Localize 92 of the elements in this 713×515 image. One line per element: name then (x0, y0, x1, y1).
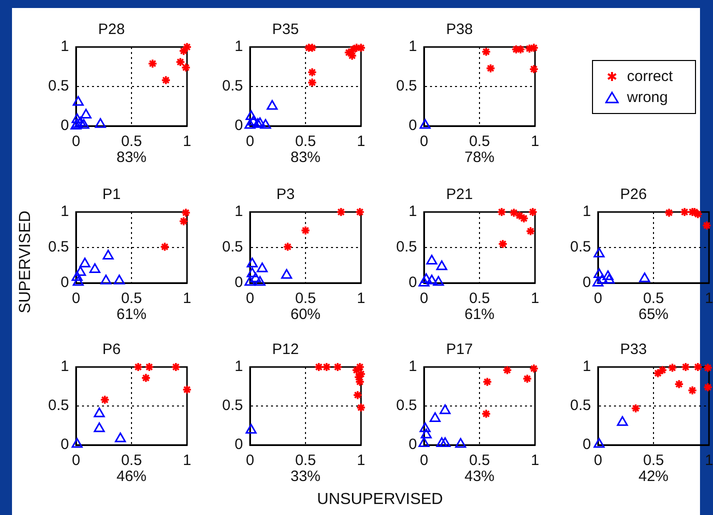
chart-title: P28 (98, 21, 125, 38)
y-axis-title: SUPERVISED (17, 210, 35, 314)
x-tick-label: 0 (246, 133, 254, 150)
y-tick-label: 1 (408, 203, 417, 220)
x-tick-label: 1 (182, 290, 192, 308)
text: 33% (290, 468, 321, 486)
y-tick-label: 0 (60, 274, 69, 292)
x-tick-label: 0 (72, 290, 80, 308)
text: 61% (116, 306, 147, 324)
y-tick-label: 1 (60, 38, 69, 56)
text: 65% (638, 306, 669, 324)
chart-title: P33 (620, 341, 647, 358)
x-tick-label: 0.5 (295, 133, 316, 150)
x-tick-label: 0 (246, 290, 254, 308)
legend-label: correct (627, 67, 673, 87)
chart-title: P6 (102, 341, 121, 358)
y-tick-label: 1 (582, 203, 591, 220)
y-tick-label: 0.5 (396, 238, 417, 256)
x-tick-label: 0 (420, 133, 428, 150)
y-tick-label: 0.5 (222, 397, 243, 414)
y-tick-label: 1 (234, 358, 243, 376)
chart-title: P1 (102, 186, 121, 204)
x-tick-label: 0.5 (295, 452, 316, 470)
y-tick-label: 0 (408, 274, 417, 292)
x-tick-label: 1 (530, 290, 540, 308)
y-tick-label: 1 (234, 203, 243, 220)
x-tick-label: 0 (594, 452, 602, 470)
x-tick-label: 0.5 (121, 133, 142, 150)
x-tick-label: 1 (356, 133, 366, 150)
x-tick-label: 0 (72, 133, 80, 150)
y-tick-label: 0.5 (570, 238, 591, 256)
y-tick-label: 1 (408, 38, 417, 56)
x-tick-label: 0.5 (643, 290, 664, 308)
y-tick-label: 1 (234, 38, 243, 56)
x-tick-label: 0.5 (469, 290, 490, 308)
y-tick-label: 1 (408, 358, 417, 376)
x-tick-label: 0 (420, 452, 428, 470)
y-tick-label: 0.5 (570, 397, 591, 414)
y-tick-label: 0 (234, 117, 243, 134)
y-tick-label: 0 (234, 274, 243, 292)
text: 60% (290, 306, 321, 324)
x-tick-label: 1 (356, 290, 366, 308)
x-tick-label: 1 (530, 452, 540, 470)
x-tick-label: 0.5 (643, 452, 664, 470)
x-tick-label: 1 (704, 452, 713, 470)
x-tick-label: 0.5 (469, 133, 490, 150)
x-tick-label: 0 (72, 452, 80, 470)
x-axis-title: UNSUPERVISED (317, 491, 443, 509)
x-tick-label: 1 (530, 133, 540, 150)
y-tick-label: 0.5 (48, 238, 69, 256)
y-tick-label: 0 (408, 117, 417, 134)
y-tick-label: 0.5 (396, 397, 417, 414)
x-tick-label: 1 (182, 452, 192, 470)
text: 61% (464, 306, 495, 324)
chart-title: P35 (272, 21, 299, 38)
y-tick-label: 0 (60, 436, 69, 454)
chart-title: P17 (446, 341, 473, 358)
y-tick-label: 1 (582, 358, 591, 376)
text: 43% (464, 468, 495, 486)
x-tick-label: 0.5 (121, 452, 142, 470)
x-tick-label: 1 (356, 452, 366, 470)
y-tick-label: 0.5 (222, 238, 243, 256)
x-tick-label: 0 (246, 452, 254, 470)
y-tick-label: 0 (60, 117, 69, 134)
x-tick-label: 0 (420, 290, 428, 308)
chart-title: P26 (620, 186, 647, 204)
text: 46% (116, 468, 147, 486)
y-tick-label: 1 (60, 203, 69, 220)
y-tick-label: 0.5 (396, 78, 417, 95)
chart-title: P38 (446, 21, 473, 38)
y-tick-label: 0.5 (48, 397, 69, 414)
y-tick-label: 1 (60, 358, 69, 376)
chart-title: P12 (272, 341, 299, 358)
x-tick-label: 0.5 (295, 290, 316, 308)
x-tick-label: 0.5 (469, 452, 490, 470)
y-tick-label: 0 (234, 436, 243, 454)
x-tick-label: 0 (594, 290, 602, 308)
legend-label: wrong (627, 88, 668, 108)
x-tick-label: 1 (704, 290, 713, 308)
text: 78% (464, 149, 495, 166)
text: 83% (116, 149, 147, 166)
y-tick-label: 0.5 (222, 78, 243, 95)
y-tick-label: 0 (582, 274, 591, 292)
y-tick-label: 0 (582, 436, 591, 454)
y-tick-label: 0.5 (48, 78, 69, 95)
text: 83% (290, 149, 321, 166)
text: 42% (638, 468, 669, 486)
x-tick-label: 0.5 (121, 290, 142, 308)
y-tick-label: 0 (408, 436, 417, 454)
x-tick-label: 1 (182, 133, 192, 150)
chart-title: P21 (446, 186, 473, 204)
chart-title: P3 (276, 186, 295, 204)
